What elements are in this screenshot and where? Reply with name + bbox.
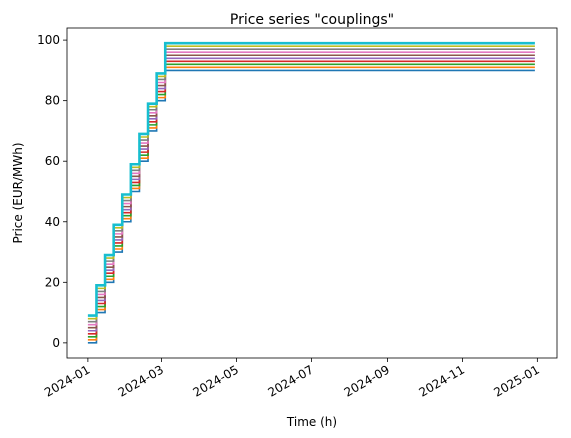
series-line-4	[87, 60, 535, 335]
x-tick-label: 2024-03	[116, 362, 166, 399]
y-axis-ticks: 0 20 40 60 80 100	[37, 33, 67, 350]
series-line-1	[87, 69, 535, 344]
y-tick-label: 60	[45, 154, 60, 168]
series-line-6	[87, 54, 535, 329]
series-line-5	[87, 57, 535, 332]
y-axis-label: Price (EUR/MWh)	[11, 142, 25, 243]
series-line-7	[87, 51, 535, 326]
x-tick-label: 2024-09	[342, 362, 392, 399]
plot-lines	[87, 41, 535, 344]
series-line-10	[87, 41, 535, 317]
x-tick-label: 2024-01	[42, 362, 92, 399]
x-axis-label: Time (h)	[286, 415, 337, 429]
y-tick-label: 20	[45, 275, 60, 289]
x-tick-label: 2024-05	[191, 362, 241, 399]
chart-title: Price series "couplings"	[230, 12, 394, 28]
y-tick-label: 0	[52, 336, 60, 350]
series-line-8	[87, 48, 535, 323]
series-line-2	[87, 66, 535, 341]
x-tick-label: 2024-11	[417, 362, 467, 399]
y-tick-label: 40	[45, 215, 60, 229]
x-tick-label: 2024-07	[265, 362, 315, 399]
series-line-3	[87, 63, 535, 338]
x-tick-label: 2025-01	[491, 362, 541, 399]
plot-frame	[66, 27, 558, 359]
y-tick-label: 80	[45, 94, 60, 108]
y-tick-label: 100	[37, 33, 60, 47]
x-axis-ticks: 2024-01 2024-03 2024-05 2024-07 2024-09 2024-…	[42, 358, 542, 400]
series-line-9	[87, 45, 535, 320]
